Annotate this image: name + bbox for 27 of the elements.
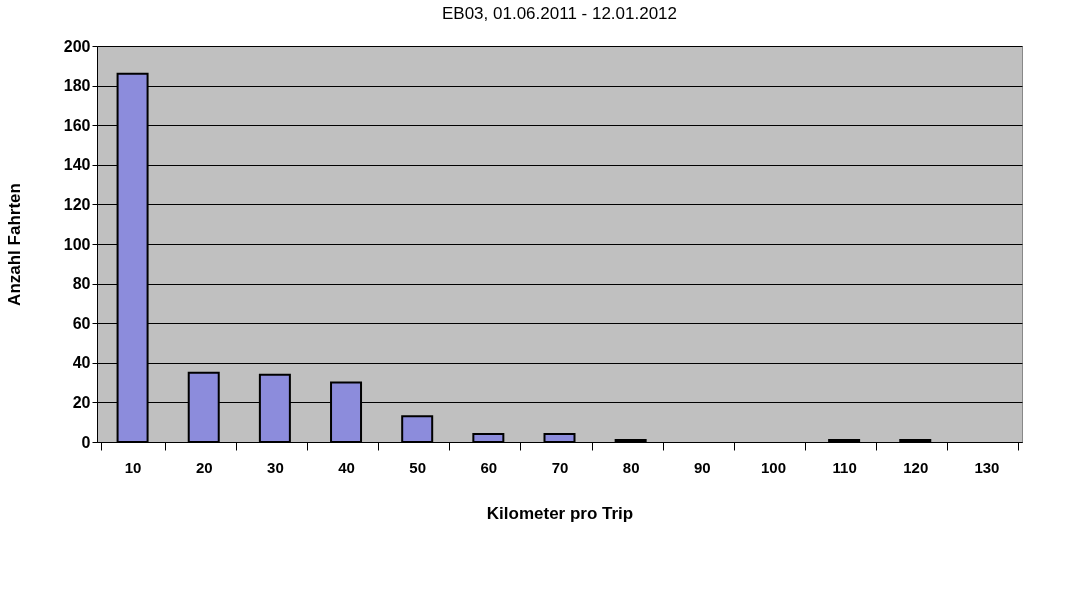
- x-axis-title: Kilometer pro Trip: [486, 503, 634, 523]
- x-tick-label: 60: [480, 458, 498, 476]
- y-tick-label: 40: [72, 354, 91, 372]
- y-tick-label: 180: [63, 77, 91, 95]
- y-tick-label: 0: [81, 433, 91, 451]
- x-tick-label: 40: [338, 458, 355, 476]
- y-tick-label: 20: [72, 393, 91, 411]
- x-tick-label: 30: [267, 458, 284, 476]
- y-tick-label: 200: [63, 37, 91, 55]
- x-tick-label: 90: [693, 458, 711, 476]
- y-tick-label: 60: [72, 314, 91, 332]
- x-tick-label: 70: [551, 458, 569, 476]
- y-tick-label: 80: [72, 275, 91, 293]
- y-tick-label: 160: [63, 116, 91, 134]
- y-tick-label: 100: [63, 235, 91, 253]
- x-tick-label: 130: [974, 458, 1000, 476]
- y-tick-label: 120: [63, 195, 91, 213]
- x-tick-label: 120: [903, 458, 929, 476]
- y-axis-title: Anzahl Fahrten: [4, 183, 24, 306]
- x-tick-label: 110: [832, 458, 857, 476]
- x-tick-label: 50: [409, 458, 427, 476]
- x-tick-label: 20: [195, 458, 213, 476]
- x-tick-label: 80: [622, 458, 640, 476]
- x-tick-label: 10: [124, 458, 142, 476]
- y-tick-label: 140: [63, 156, 91, 174]
- x-tick-label: 100: [760, 458, 786, 476]
- chart-title: EB03, 01.06.2011 - 12.01.2012: [441, 4, 678, 23]
